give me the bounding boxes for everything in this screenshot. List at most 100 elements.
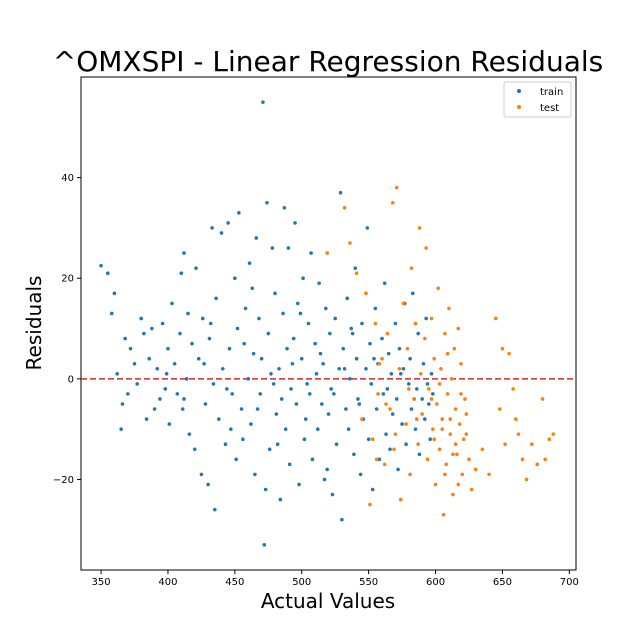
test-data-point	[388, 407, 392, 411]
y-tick-label: −20	[53, 475, 74, 486]
train-data-point	[360, 321, 364, 326]
train-data-point	[320, 402, 324, 406]
test-data-point	[413, 321, 418, 326]
test-data-point	[503, 442, 507, 447]
train-data-point	[429, 372, 434, 376]
test-data-point	[392, 447, 396, 452]
train-data-point	[263, 487, 268, 492]
test-data-point	[460, 472, 465, 477]
x-tick-label: 500	[292, 577, 311, 588]
train-data-point	[346, 427, 351, 431]
train-data-point	[229, 427, 233, 431]
train-data-point	[273, 291, 277, 296]
test-data-point	[439, 366, 443, 371]
train-data-point	[135, 382, 139, 386]
train-data-point	[400, 422, 404, 426]
train-data-point	[318, 351, 323, 356]
train-data-point	[247, 261, 252, 265]
test-data-point	[348, 241, 352, 245]
train-data-point	[404, 442, 408, 447]
train-data-point	[373, 306, 378, 311]
train-data-point	[425, 382, 430, 386]
train-data-point	[251, 351, 256, 356]
test-data-point	[443, 331, 447, 336]
train-data-point	[364, 366, 368, 371]
train-data-point	[120, 402, 125, 406]
train-data-point	[235, 326, 240, 331]
test-data-point	[380, 356, 384, 361]
test-data-point	[409, 266, 414, 270]
train-data-point	[233, 276, 237, 281]
test-data-point	[405, 346, 410, 351]
test-data-point	[408, 472, 412, 477]
test-data-point	[440, 427, 445, 431]
train-data-point	[142, 331, 146, 336]
train-data-point	[199, 472, 204, 477]
train-data-point	[314, 372, 319, 376]
test-data-point	[419, 372, 423, 376]
train-data-point	[187, 432, 192, 436]
train-data-point	[150, 326, 154, 331]
test-data-point	[500, 346, 505, 351]
test-data-point	[429, 316, 434, 321]
train-data-point	[109, 311, 114, 316]
test-data-point	[441, 512, 446, 517]
train-data-point	[406, 382, 411, 386]
train-data-point	[277, 366, 281, 371]
test-data-point	[461, 437, 466, 442]
test-data-point	[384, 402, 388, 406]
train-data-point	[281, 311, 285, 316]
train-data-point	[307, 392, 312, 396]
test-data-point	[370, 437, 375, 442]
train-data-point	[278, 497, 283, 502]
x-axis-ticks: 350 400 450 500 550 600 650 700	[92, 570, 579, 588]
train-data-point	[333, 316, 337, 321]
test-data-point	[433, 482, 438, 487]
legend-marker-train	[517, 89, 521, 93]
test-data-point	[325, 251, 329, 255]
x-tick-label: 450	[225, 577, 244, 588]
test-data-point	[397, 366, 402, 371]
train-data-point	[119, 427, 123, 431]
test-data-point	[427, 387, 431, 391]
train-data-point	[186, 311, 190, 316]
test-data-point	[443, 472, 447, 477]
train-data-point	[293, 221, 297, 225]
test-data-point	[373, 321, 378, 326]
train-data-point	[316, 427, 320, 431]
test-data-point	[412, 397, 416, 401]
train-data-point	[258, 392, 263, 396]
test-data-point	[445, 351, 450, 356]
test-data-point	[415, 417, 419, 421]
train-data-point	[214, 296, 218, 301]
train-data-point	[365, 226, 370, 230]
plot-area	[80, 76, 577, 571]
legend-marker-test	[517, 105, 521, 109]
train-data-point	[428, 437, 432, 442]
train-data-point	[389, 372, 394, 376]
train-data-point	[254, 236, 259, 240]
test-data-point	[385, 331, 390, 336]
train-data-point	[302, 437, 307, 442]
test-data-point	[464, 412, 469, 416]
train-data-point	[285, 346, 289, 351]
test-data-point	[456, 326, 461, 331]
test-data-point	[459, 361, 463, 366]
train-data-point	[374, 407, 379, 411]
test-data-point	[432, 356, 436, 361]
train-data-point	[417, 452, 422, 457]
train-data-point	[421, 361, 426, 366]
train-data-point	[370, 487, 375, 492]
train-data-point	[357, 402, 362, 406]
train-data-point	[328, 331, 332, 336]
test-data-point	[437, 382, 442, 386]
test-data-point	[463, 397, 467, 401]
train-data-point	[290, 361, 295, 366]
train-data-point	[324, 306, 328, 311]
train-data-point	[196, 356, 201, 361]
legend-label-test: test	[540, 103, 559, 114]
train-data-point	[291, 336, 296, 341]
test-data-point	[535, 462, 539, 467]
train-data-point	[270, 246, 275, 250]
train-data-point	[427, 402, 431, 406]
